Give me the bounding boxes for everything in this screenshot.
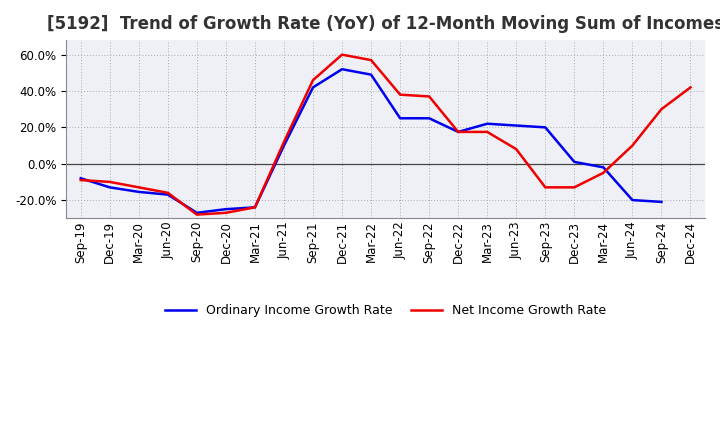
Net Income Growth Rate bbox=[512, 147, 521, 152]
Line: Net Income Growth Rate: Net Income Growth Rate bbox=[81, 55, 690, 215]
Ordinary Income Growth Rate bbox=[338, 66, 346, 72]
Net Income Growth Rate bbox=[628, 143, 636, 148]
Ordinary Income Growth Rate bbox=[279, 143, 288, 148]
Net Income Growth Rate bbox=[76, 177, 85, 183]
Ordinary Income Growth Rate bbox=[251, 205, 259, 210]
Net Income Growth Rate bbox=[105, 179, 114, 184]
Ordinary Income Growth Rate bbox=[628, 198, 636, 203]
Ordinary Income Growth Rate bbox=[425, 116, 433, 121]
Net Income Growth Rate bbox=[396, 92, 405, 97]
Ordinary Income Growth Rate bbox=[570, 159, 579, 165]
Ordinary Income Growth Rate bbox=[76, 176, 85, 181]
Net Income Growth Rate bbox=[599, 170, 608, 176]
Ordinary Income Growth Rate bbox=[454, 129, 462, 135]
Ordinary Income Growth Rate bbox=[163, 192, 172, 197]
Net Income Growth Rate bbox=[163, 190, 172, 195]
Net Income Growth Rate bbox=[222, 210, 230, 216]
Ordinary Income Growth Rate bbox=[396, 116, 405, 121]
Ordinary Income Growth Rate bbox=[105, 185, 114, 190]
Line: Ordinary Income Growth Rate: Ordinary Income Growth Rate bbox=[81, 69, 662, 213]
Ordinary Income Growth Rate bbox=[192, 210, 201, 216]
Ordinary Income Growth Rate bbox=[222, 206, 230, 212]
Ordinary Income Growth Rate bbox=[512, 123, 521, 128]
Net Income Growth Rate bbox=[338, 52, 346, 57]
Net Income Growth Rate bbox=[686, 85, 695, 90]
Net Income Growth Rate bbox=[135, 185, 143, 190]
Ordinary Income Growth Rate bbox=[483, 121, 492, 126]
Net Income Growth Rate bbox=[251, 205, 259, 210]
Net Income Growth Rate bbox=[454, 129, 462, 135]
Ordinary Income Growth Rate bbox=[657, 199, 666, 205]
Net Income Growth Rate bbox=[279, 139, 288, 145]
Net Income Growth Rate bbox=[366, 58, 375, 63]
Ordinary Income Growth Rate bbox=[599, 165, 608, 170]
Net Income Growth Rate bbox=[541, 185, 549, 190]
Net Income Growth Rate bbox=[425, 94, 433, 99]
Net Income Growth Rate bbox=[192, 212, 201, 217]
Net Income Growth Rate bbox=[483, 129, 492, 135]
Legend: Ordinary Income Growth Rate, Net Income Growth Rate: Ordinary Income Growth Rate, Net Income … bbox=[160, 299, 611, 323]
Title: [5192]  Trend of Growth Rate (YoY) of 12-Month Moving Sum of Incomes: [5192] Trend of Growth Rate (YoY) of 12-… bbox=[47, 15, 720, 33]
Net Income Growth Rate bbox=[570, 185, 579, 190]
Ordinary Income Growth Rate bbox=[135, 189, 143, 194]
Net Income Growth Rate bbox=[309, 77, 318, 83]
Ordinary Income Growth Rate bbox=[541, 125, 549, 130]
Ordinary Income Growth Rate bbox=[309, 85, 318, 90]
Net Income Growth Rate bbox=[657, 106, 666, 112]
Ordinary Income Growth Rate bbox=[366, 72, 375, 77]
